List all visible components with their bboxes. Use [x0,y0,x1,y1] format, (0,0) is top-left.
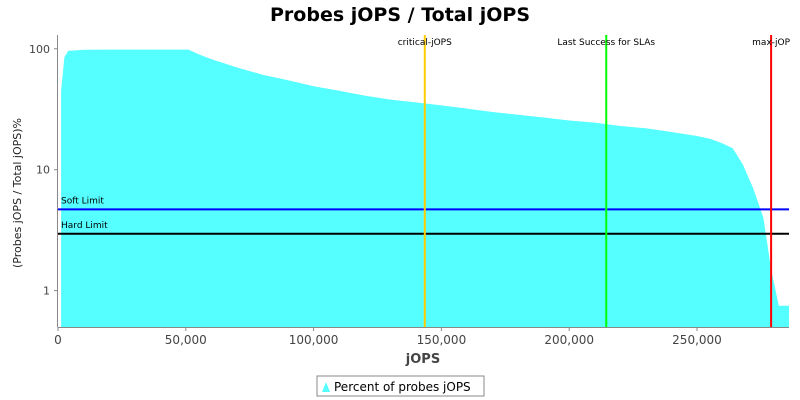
critical-jops-marker-label: critical-jOPS [398,38,452,48]
y-tick-label: 10 [36,164,50,177]
hard-limit-label: Hard Limit [61,221,108,231]
x-tick-label: 0 [54,333,62,347]
axis-layer: 0 50,000 100,000 150,000 200,000 250,000 1 10 10… [29,35,789,347]
plot-area: Soft Limit Hard Limit critical-jOPS Last S… [29,35,791,347]
x-tick-label: 50,000 [165,333,207,347]
vertical-marker-layer: critical-jOPS Last Success for SLAs max-jO… [398,35,791,327]
legend-swatch-icon [322,382,330,392]
legend: Percent of probes jOPS [316,375,485,397]
legend-label: Percent of probes jOPS [334,380,471,394]
x-tick-label: 200,000 [544,333,594,347]
max-jop-marker-label: max-jOP [752,38,790,48]
legend-box [316,375,485,397]
soft-limit-label: Soft Limit [61,196,104,206]
y-tick-label: 100 [29,43,50,56]
chart-title: Probes jOPS / Total jOPS [270,4,530,26]
x-tick-label: 150,000 [417,333,467,347]
x-axis-label: jOPS [405,352,440,367]
x-tick-label: 250,000 [672,333,722,347]
x-tick-label: 100,000 [289,333,339,347]
y-axis-label: (Probes jOPS / Total jOPS)% [11,118,24,268]
horizontal-marker-layer: Soft Limit Hard Limit [58,196,789,235]
last-success-for-slas-marker-label: Last Success for SLAs [557,38,655,48]
y-tick-label: 1 [43,285,50,298]
